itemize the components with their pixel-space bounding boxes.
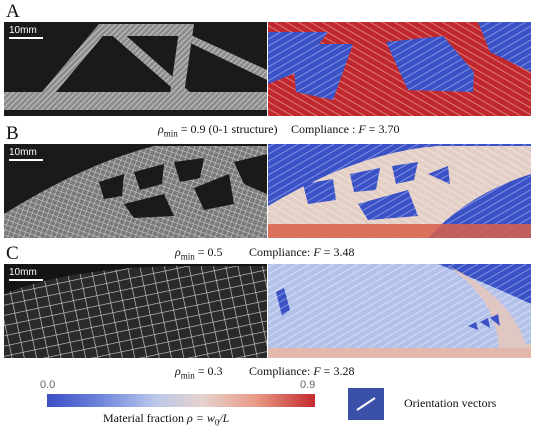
scalebar-line-c: [9, 279, 43, 281]
caption-c: ρmin = 0.3: [175, 364, 223, 380]
colorbar-max-label: 0.9: [300, 379, 316, 391]
rho-value-b: = 0.5: [194, 245, 223, 259]
orientation-legend-label: Orientation vectors: [404, 396, 497, 410]
compliance-label-a: Compliance :: [291, 122, 359, 136]
printed-beam-a: [4, 22, 267, 116]
compliance-symbol-a: F: [358, 122, 366, 136]
colorbar-title-math: ρ = w: [186, 411, 215, 425]
rho-subscript-a: min: [163, 128, 178, 139]
compliance-c: Compliance: F = 3.28: [249, 364, 354, 379]
caption-a: ρmin = 0.9 (0-1 structure): [158, 122, 278, 138]
scalebar-label-a: 10mm: [9, 25, 37, 36]
compliance-label-b: Compliance:: [249, 245, 314, 259]
orientation-vector-icon: [356, 397, 376, 411]
rho-symbol-c: ρ: [175, 364, 181, 378]
rho-subscript-b: min: [180, 251, 195, 262]
panel-letter-a: A: [6, 1, 20, 22]
simulation-panel-a: [268, 22, 531, 116]
scalebar-line-a: [9, 37, 43, 39]
compliance-symbol-c: F: [313, 364, 321, 378]
caption-b: ρmin = 0.5: [175, 245, 223, 261]
compliance-value-c: = 3.28: [320, 364, 355, 378]
compliance-value-b: = 3.48: [320, 245, 355, 259]
simulation-field-c: [268, 264, 531, 358]
simulation-panel-c: [268, 264, 531, 358]
scalebar-label-b: 10mm: [9, 147, 37, 158]
rho-value-a: = 0.9 (0-1 structure): [177, 122, 278, 136]
simulation-panel-b: [268, 144, 531, 238]
rho-symbol-a: ρ: [158, 122, 164, 136]
rho-value-c: = 0.3: [194, 364, 223, 378]
colorbar: [47, 394, 315, 407]
compliance-b: Compliance: F = 3.48: [249, 245, 354, 260]
simulation-field-a: [268, 22, 531, 116]
scalebar-line-b: [9, 159, 43, 161]
colorbar-title-sub: 0: [214, 417, 220, 428]
photo-panel-c: 10mm: [4, 264, 267, 358]
printed-beam-c: [4, 264, 267, 358]
colorbar-min-label: 0.0: [40, 379, 56, 391]
photo-panel-a: 10mm: [4, 22, 267, 116]
orientation-legend-swatch: [348, 388, 384, 420]
panel-letter-b: B: [6, 123, 19, 144]
colorbar-title-tail: /L: [219, 411, 230, 425]
photo-panel-b: 10mm: [4, 144, 267, 238]
compliance-a: Compliance : F = 3.70: [291, 122, 399, 137]
rho-subscript-c: min: [180, 370, 195, 381]
simulation-field-b: [268, 144, 531, 238]
colorbar-title-text: Material fraction: [103, 411, 187, 425]
compliance-symbol-b: F: [313, 245, 321, 259]
printed-beam-b: [4, 144, 267, 238]
compliance-label-c: Compliance:: [249, 364, 314, 378]
compliance-value-a: = 3.70: [365, 122, 400, 136]
rho-symbol-b: ρ: [175, 245, 181, 259]
panel-letter-c: C: [6, 243, 19, 264]
colorbar-title: Material fraction ρ = w0/L: [103, 411, 229, 427]
scalebar-label-c: 10mm: [9, 267, 37, 278]
